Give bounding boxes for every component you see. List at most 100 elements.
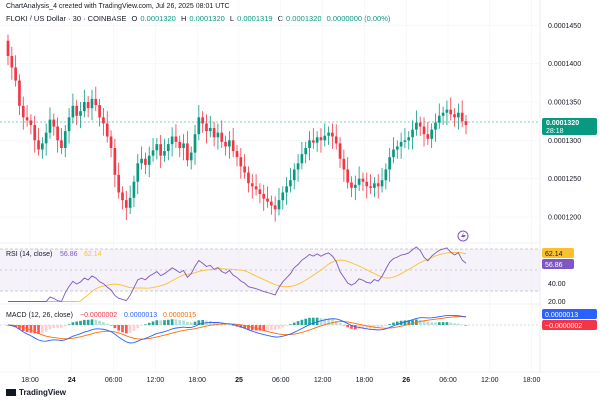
candle[interactable] <box>44 132 48 144</box>
candle[interactable] <box>308 140 311 148</box>
candle[interactable] <box>208 128 212 132</box>
symbol-legend[interactable]: FLOKI / US Dollar · 30 · COINBASE O 0.000… <box>6 14 393 23</box>
candle[interactable] <box>250 183 254 187</box>
candle[interactable] <box>457 112 460 118</box>
candle[interactable] <box>79 111 82 116</box>
candle[interactable] <box>124 200 128 208</box>
candle[interactable] <box>342 158 346 170</box>
candle[interactable] <box>254 186 258 190</box>
candle[interactable] <box>346 169 350 183</box>
candle[interactable] <box>41 143 44 150</box>
candle[interactable] <box>170 136 174 145</box>
candle[interactable] <box>189 152 193 161</box>
candle[interactable] <box>399 141 403 147</box>
candle[interactable] <box>67 117 71 132</box>
candle[interactable] <box>56 126 59 141</box>
candle[interactable] <box>6 40 10 56</box>
time-axis[interactable]: 18:00 24 06:00 12:00 18:00 25 06:00 12:00 18:00 2… <box>21 377 540 384</box>
candle[interactable] <box>147 155 151 165</box>
candle[interactable] <box>205 123 208 132</box>
macd-title[interactable]: MACD (12, 26, close) <box>6 312 73 319</box>
candle[interactable] <box>285 186 288 193</box>
candle[interactable] <box>292 169 296 181</box>
candle[interactable] <box>289 180 292 187</box>
candle[interactable] <box>258 189 262 194</box>
candle[interactable] <box>388 157 392 170</box>
candle[interactable] <box>48 119 52 133</box>
candle[interactable] <box>29 120 33 125</box>
candle[interactable] <box>353 184 357 188</box>
candle[interactable] <box>262 194 266 199</box>
candle[interactable] <box>155 144 159 151</box>
candle[interactable] <box>395 146 399 150</box>
candle[interactable] <box>403 140 407 142</box>
candle[interactable] <box>174 136 178 142</box>
candle[interactable] <box>311 140 315 143</box>
candle[interactable] <box>37 140 40 150</box>
candle[interactable] <box>159 144 163 156</box>
candle[interactable] <box>369 186 372 188</box>
candle[interactable] <box>197 117 201 135</box>
candle[interactable] <box>380 180 384 187</box>
candle[interactable] <box>144 158 147 165</box>
candle[interactable] <box>224 141 227 147</box>
candle[interactable] <box>407 137 411 141</box>
candle[interactable] <box>430 129 433 139</box>
candle[interactable] <box>105 123 109 137</box>
candle[interactable] <box>270 201 273 206</box>
candle[interactable] <box>327 132 330 136</box>
candle[interactable] <box>33 125 37 141</box>
candle[interactable] <box>418 122 422 127</box>
candle[interactable] <box>166 144 170 152</box>
candle[interactable] <box>323 135 327 141</box>
symbol-name[interactable]: FLOKI / US Dollar · 30 · COINBASE <box>6 14 127 23</box>
candle[interactable] <box>14 67 17 81</box>
candle[interactable] <box>361 178 365 182</box>
candle[interactable] <box>277 200 281 210</box>
candle[interactable] <box>136 163 140 182</box>
candle[interactable] <box>178 141 182 148</box>
candle[interactable] <box>151 150 155 156</box>
candle[interactable] <box>243 166 246 173</box>
price-axis[interactable]: 0.0001450 0.0001400 0.0001350 0.0001300 0.00… <box>548 23 581 222</box>
candle[interactable] <box>212 128 216 138</box>
candle[interactable] <box>235 151 239 158</box>
candle[interactable] <box>453 114 456 118</box>
candle[interactable] <box>132 181 136 198</box>
candle[interactable] <box>186 143 189 161</box>
candle[interactable] <box>239 157 243 167</box>
candle[interactable] <box>384 169 388 181</box>
candle[interactable] <box>357 178 361 185</box>
candle[interactable] <box>434 122 437 130</box>
candle[interactable] <box>319 137 323 141</box>
candle[interactable] <box>90 98 94 109</box>
candle[interactable] <box>52 119 56 127</box>
candle[interactable] <box>315 137 319 143</box>
lightning-icon[interactable] <box>457 230 469 242</box>
candle[interactable] <box>60 140 63 148</box>
candle[interactable] <box>373 183 376 188</box>
candle[interactable] <box>10 56 14 68</box>
candle[interactable] <box>460 112 464 122</box>
candle[interactable] <box>98 105 101 118</box>
macd-pane[interactable] <box>6 314 468 344</box>
candle[interactable] <box>247 172 250 184</box>
candle[interactable] <box>109 136 113 149</box>
candle[interactable] <box>304 148 308 155</box>
candle[interactable] <box>121 192 124 201</box>
candle[interactable] <box>193 134 197 153</box>
candle[interactable] <box>422 126 426 135</box>
candle[interactable] <box>25 117 29 121</box>
candle[interactable] <box>71 105 75 118</box>
candle[interactable] <box>426 134 430 139</box>
candle[interactable] <box>75 105 79 116</box>
rsi-pane[interactable] <box>8 246 467 303</box>
candle[interactable] <box>281 192 285 201</box>
tradingview-logo[interactable]: TradingView <box>6 388 66 397</box>
candle[interactable] <box>331 132 334 137</box>
candle[interactable] <box>365 181 369 187</box>
candle[interactable] <box>266 198 269 202</box>
candle[interactable] <box>273 205 277 210</box>
candle[interactable] <box>392 149 395 158</box>
